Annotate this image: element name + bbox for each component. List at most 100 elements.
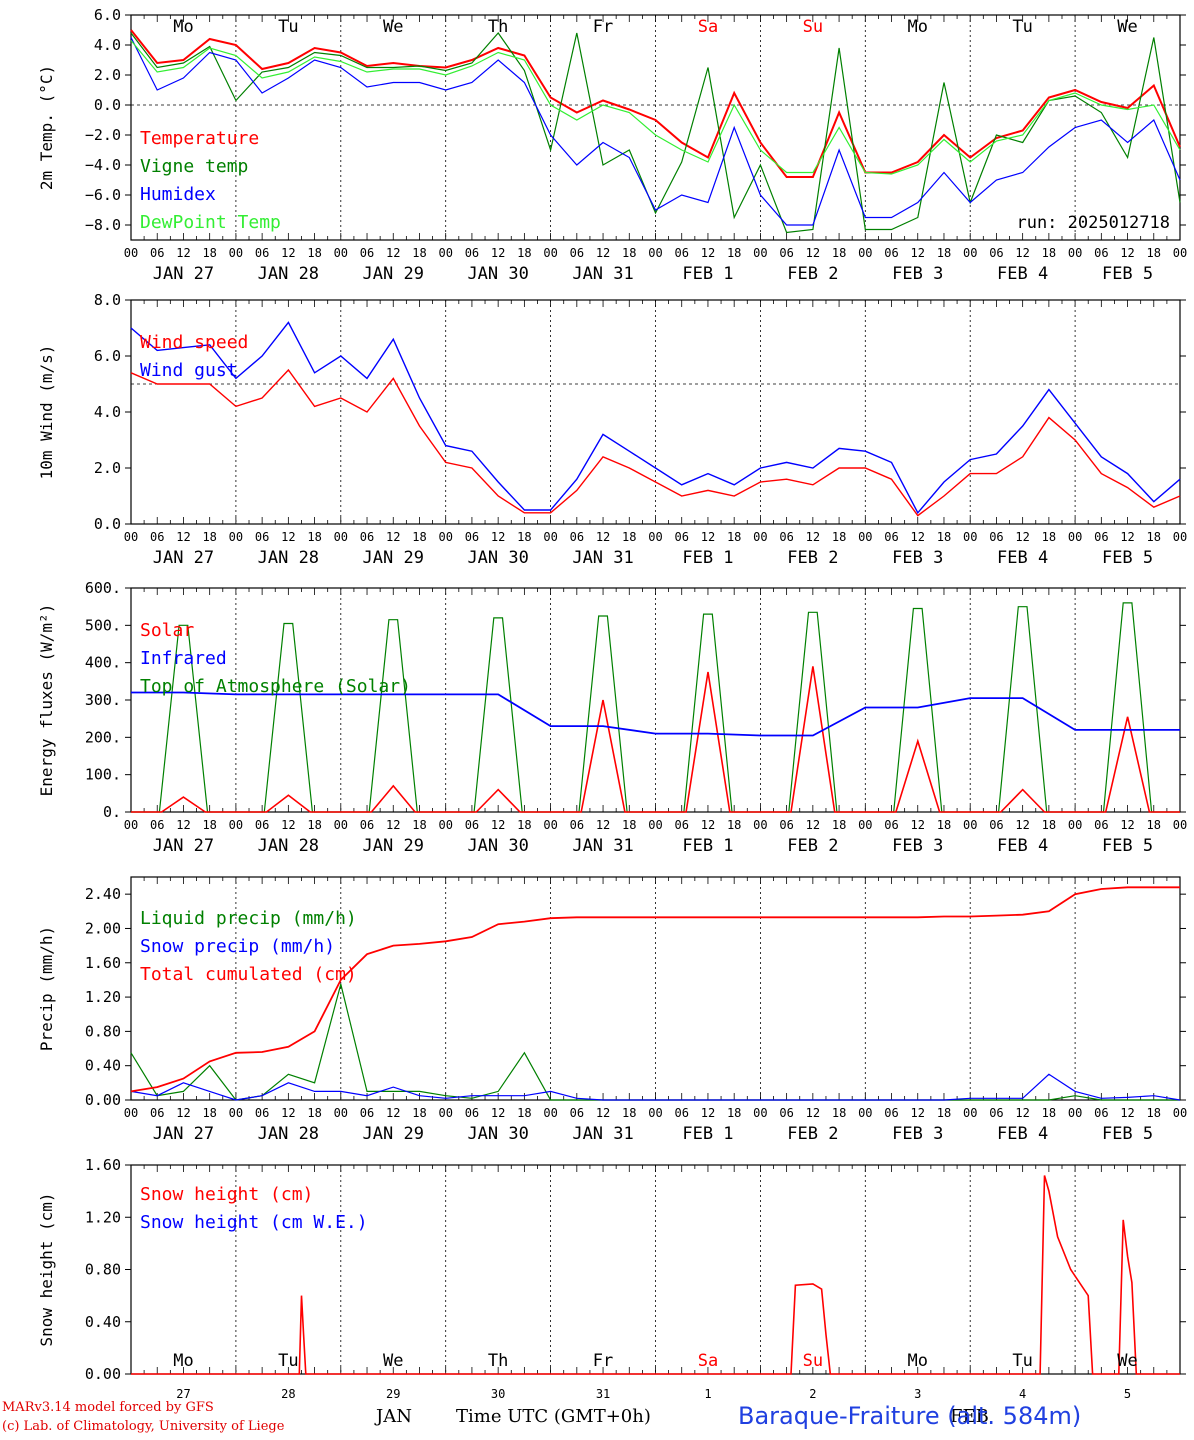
y-tick-label: 0.0 (94, 96, 121, 114)
x-date-label: JAN 27 (153, 548, 214, 568)
series-line-solar (131, 666, 1180, 813)
day-number-label: 27 (176, 1387, 190, 1400)
y-tick-label: 1.60 (85, 1156, 121, 1174)
x-hour-label: 00 (858, 818, 872, 832)
x-hour-label: 12 (386, 1106, 400, 1120)
series-line-wind-gust (130, 321, 1181, 515)
x-date-label: FEB 4 (997, 548, 1048, 568)
day-name-label: Th (488, 1351, 508, 1371)
x-hour-label: 00 (438, 530, 452, 544)
legend-entry-1: Vigne temp (140, 156, 248, 177)
x-hour-label: 00 (1173, 246, 1187, 260)
y-tick-label: 0. (103, 803, 121, 821)
x-hour-label: 12 (806, 530, 820, 544)
x-hour-label: 12 (596, 1106, 610, 1120)
x-hour-label: 06 (779, 530, 793, 544)
day-name-label: Su (803, 17, 823, 37)
y-tick-label: 0.40 (85, 1313, 121, 1331)
y-axis-label: 10m Wind (m/s) (37, 345, 56, 480)
x-hour-label: 18 (307, 246, 321, 260)
day-number-label: 4 (1019, 1387, 1026, 1400)
x-date-label: FEB 5 (1102, 548, 1153, 568)
y-tick-label: 0.00 (85, 1091, 121, 1109)
x-hour-label: 06 (989, 818, 1003, 832)
x-hour-label: 06 (150, 246, 164, 260)
x-hour-label: 12 (491, 530, 505, 544)
legend-entry-1: Humidex (140, 184, 216, 205)
x-hour-label: 12 (281, 818, 295, 832)
x-hour-label: 18 (1042, 246, 1056, 260)
x-date-label: JAN 31 (572, 548, 633, 568)
footer-xaxis-label: Time UTC (GMT+0h) (456, 1406, 651, 1427)
x-hour-label: 12 (1120, 246, 1134, 260)
x-hour-label: 12 (1120, 818, 1134, 832)
footer-month-label: JAN (376, 1406, 412, 1427)
x-hour-label: 12 (701, 818, 715, 832)
x-date-label: JAN 27 (153, 264, 214, 284)
x-hour-label: 00 (1068, 1106, 1082, 1120)
x-hour-label: 18 (832, 1106, 846, 1120)
x-hour-label: 06 (465, 1106, 479, 1120)
x-hour-label: 00 (543, 1106, 557, 1120)
x-hour-label: 06 (884, 818, 898, 832)
x-date-label: FEB 4 (997, 264, 1048, 284)
x-hour-label: 18 (517, 818, 531, 832)
x-hour-label: 00 (124, 1106, 138, 1120)
x-date-label: JAN 30 (467, 548, 528, 568)
x-hour-label: 12 (491, 246, 505, 260)
x-hour-label: 06 (255, 818, 269, 832)
x-hour-label: 06 (255, 246, 269, 260)
x-hour-label: 06 (570, 1106, 584, 1120)
x-hour-label: 00 (963, 818, 977, 832)
x-hour-label: 18 (412, 246, 426, 260)
x-hour-label: 06 (465, 530, 479, 544)
x-hour-label: 00 (229, 1106, 243, 1120)
x-date-label: FEB 5 (1102, 264, 1153, 284)
day-name-label: Tu (1012, 17, 1032, 37)
day-number-label: 28 (281, 1387, 295, 1400)
day-name-label: Tu (1012, 1351, 1032, 1371)
series-line-snow-height (131, 1175, 1180, 1375)
day-name-label: Mo (908, 1351, 928, 1371)
x-hour-label: 00 (858, 246, 872, 260)
legend-entry-4: Total cumulated (cm) (140, 964, 357, 985)
x-hour-label: 00 (1068, 246, 1082, 260)
day-number-label: 29 (386, 1387, 400, 1400)
x-hour-label: 12 (596, 818, 610, 832)
x-hour-label: 06 (779, 246, 793, 260)
x-hour-label: 00 (229, 818, 243, 832)
x-hour-label: 06 (150, 530, 164, 544)
x-hour-label: 18 (622, 1106, 636, 1120)
x-hour-label: 18 (412, 818, 426, 832)
x-hour-label: 00 (648, 530, 662, 544)
x-hour-label: 00 (438, 1106, 452, 1120)
x-hour-label: 06 (989, 1106, 1003, 1120)
x-hour-label: 12 (596, 246, 610, 260)
x-hour-label: 18 (832, 530, 846, 544)
x-hour-label: 00 (963, 246, 977, 260)
x-hour-label: 00 (648, 818, 662, 832)
x-hour-label: 00 (1068, 818, 1082, 832)
x-hour-label: 06 (1094, 246, 1108, 260)
x-hour-label: 06 (674, 1106, 688, 1120)
x-hour-label: 18 (307, 530, 321, 544)
x-hour-label: 18 (307, 1106, 321, 1120)
x-hour-label: 06 (570, 246, 584, 260)
x-hour-label: 00 (543, 530, 557, 544)
x-date-label: JAN 31 (572, 1124, 633, 1144)
x-date-label: JAN 31 (572, 264, 633, 284)
legend-entry-5: Snow height (cm) (140, 1184, 313, 1205)
day-name-label: Mo (173, 17, 193, 37)
x-hour-label: 12 (1120, 530, 1134, 544)
y-axis-label: 2m Temp. (°C) (37, 65, 56, 190)
x-date-label: FEB 4 (997, 836, 1048, 856)
y-tick-label: −4.0 (85, 156, 121, 174)
x-hour-label: 12 (911, 530, 925, 544)
day-name-label: We (383, 1351, 403, 1371)
x-hour-label: 12 (281, 246, 295, 260)
x-hour-label: 00 (753, 818, 767, 832)
x-hour-label: 18 (832, 818, 846, 832)
y-tick-label: 8.0 (94, 291, 121, 309)
day-name-label: Mo (173, 1351, 193, 1371)
x-hour-label: 18 (937, 530, 951, 544)
